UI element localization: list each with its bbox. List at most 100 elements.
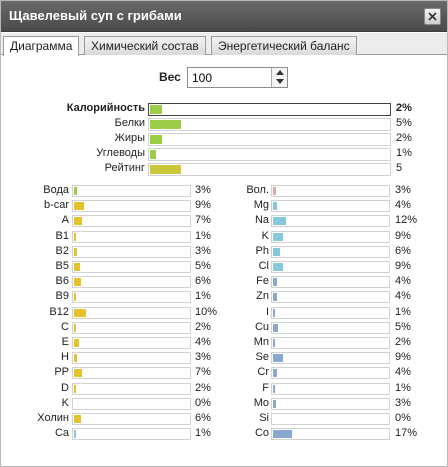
mineral-row-bar-fill xyxy=(273,278,277,287)
mineral-row-value: 4% xyxy=(395,366,411,379)
tab-diagram[interactable]: Диаграмма xyxy=(3,36,80,56)
vitamin-row-value: 1% xyxy=(195,229,211,242)
mineral-row-label: Cu xyxy=(254,320,269,333)
vitamin-row-value: 5% xyxy=(195,260,211,272)
vitamin-row-bar-track xyxy=(72,321,191,334)
vitamin-row-bar-fill xyxy=(74,232,76,241)
vitamin-row-bar-track xyxy=(72,397,191,410)
mineral-row-value: 6% xyxy=(395,244,411,257)
vitamin-row-value: 6% xyxy=(195,412,211,424)
main-row-value: 5 xyxy=(396,162,403,174)
mineral-row-bar-fill xyxy=(273,430,292,439)
tab-bar: Диаграмма Химический состав Энергетическ… xyxy=(1,33,447,56)
arrow-down-icon xyxy=(276,79,284,84)
main-row-bar-fill xyxy=(150,135,162,144)
mineral-row-bar-fill xyxy=(273,217,286,226)
main-row-bar-fill xyxy=(150,150,156,159)
vitamin-row-bar-track xyxy=(72,352,191,365)
vitamin-row-bar-track xyxy=(72,337,191,349)
mineral-row-bar-track xyxy=(271,291,390,304)
mineral-row-bar-fill xyxy=(273,247,280,256)
vitamin-row-label: C xyxy=(61,320,69,333)
mineral-row-value: 3% xyxy=(395,184,411,196)
mineral-row-value: 9% xyxy=(395,351,411,364)
vitamin-row-bar-track xyxy=(72,428,191,441)
vitamin-row-label: b-car xyxy=(43,199,69,212)
vitamin-row-bar-track xyxy=(72,215,191,228)
mineral-row-label: I xyxy=(265,305,269,318)
mineral-row-bar-track xyxy=(271,337,390,349)
vitamin-row-bar-fill xyxy=(74,354,77,363)
vitamin-row-bar-track xyxy=(72,367,191,380)
mineral-row-value: 1% xyxy=(395,381,411,394)
mineral-row-bar-fill xyxy=(273,369,277,378)
main-row-label: Белки xyxy=(114,117,145,129)
weight-decrement-button[interactable] xyxy=(271,77,287,87)
mineral-row-value: 0% xyxy=(395,412,411,424)
main-row-bar-track xyxy=(148,148,391,161)
weight-label: Вес xyxy=(159,70,181,84)
vitamin-row-label: Ca xyxy=(54,427,69,440)
mineral-row-bar-track xyxy=(271,321,390,334)
mineral-row-value: 17% xyxy=(395,427,418,440)
vitamin-row-value: 7% xyxy=(195,214,211,227)
close-button[interactable] xyxy=(424,8,441,25)
mineral-row-bar-fill xyxy=(273,339,275,347)
main-row-bar-fill xyxy=(150,165,181,174)
vitamin-row-bar-fill xyxy=(74,202,84,211)
mineral-row-bar-fill xyxy=(273,202,277,211)
mineral-row-label: Si xyxy=(259,412,269,424)
mineral-row-label: K xyxy=(261,229,269,242)
vitamin-row-value: 4% xyxy=(195,336,211,348)
vitamin-row-label: B9 xyxy=(55,290,69,303)
close-icon xyxy=(428,12,437,21)
mineral-row-value: 9% xyxy=(395,229,411,242)
main-row-label: Жиры xyxy=(114,132,145,144)
vitamin-row-bar-track xyxy=(72,382,191,395)
mineral-row-bar-track xyxy=(271,245,390,258)
mineral-row-bar-track xyxy=(271,397,390,410)
mineral-row-bar-track xyxy=(271,382,390,395)
vitamin-row-bar-track xyxy=(72,230,191,243)
mineral-row-bar-fill xyxy=(273,187,276,195)
vitamin-row-label: B1 xyxy=(55,229,69,242)
mineral-row-value: 3% xyxy=(395,396,411,409)
tab-chemical-composition[interactable]: Химический состав xyxy=(84,36,206,55)
mineral-row-bar-fill xyxy=(273,354,283,363)
mineral-row-value: 9% xyxy=(395,260,411,272)
main-row-bar-fill xyxy=(150,105,162,114)
weight-input[interactable] xyxy=(188,68,270,87)
mineral-row-label: Cr xyxy=(257,366,269,379)
vitamin-row-value: 2% xyxy=(195,381,211,394)
mineral-row-label: Na xyxy=(254,214,269,227)
mineral-row-label: Mo xyxy=(253,396,269,409)
vitamin-row-value: 3% xyxy=(195,351,211,364)
vitamin-row-value: 10% xyxy=(195,305,218,318)
mineral-row-value: 4% xyxy=(395,275,411,288)
vitamin-row-bar-fill xyxy=(74,384,76,393)
main-row-value: 5% xyxy=(396,117,412,129)
vitamin-row-bar-track xyxy=(72,185,191,197)
main-row-value: 2% xyxy=(396,132,412,144)
weight-spinbox[interactable] xyxy=(187,67,288,88)
vitamin-row-bar-track xyxy=(72,306,191,319)
vitamin-row-bar-fill xyxy=(74,293,76,302)
vitamin-row-label: Вода xyxy=(43,184,69,196)
main-row-value: 1% xyxy=(396,147,412,159)
vitamin-row-value: 0% xyxy=(195,396,211,409)
vitamin-row-label: B12 xyxy=(49,305,69,318)
mineral-row-bar-track xyxy=(271,428,390,441)
mineral-row-bar-fill xyxy=(273,308,275,317)
main-row-value: 2% xyxy=(396,102,412,114)
mineral-row-bar-track xyxy=(271,352,390,365)
mineral-row-bar-track xyxy=(271,306,390,319)
vitamin-row-bar-fill xyxy=(74,323,76,332)
mineral-row-label: Mn xyxy=(253,336,269,348)
mineral-row-label: Zn xyxy=(256,290,269,303)
tab-energy-balance[interactable]: Энергетический баланс xyxy=(211,36,357,55)
mineral-row-bar-track xyxy=(271,413,390,425)
vitamin-row-bar-track xyxy=(72,276,191,289)
mineral-row-value: 1% xyxy=(395,305,411,318)
vitamin-row-label: K xyxy=(61,396,69,409)
vitamin-row-label: A xyxy=(61,214,69,227)
